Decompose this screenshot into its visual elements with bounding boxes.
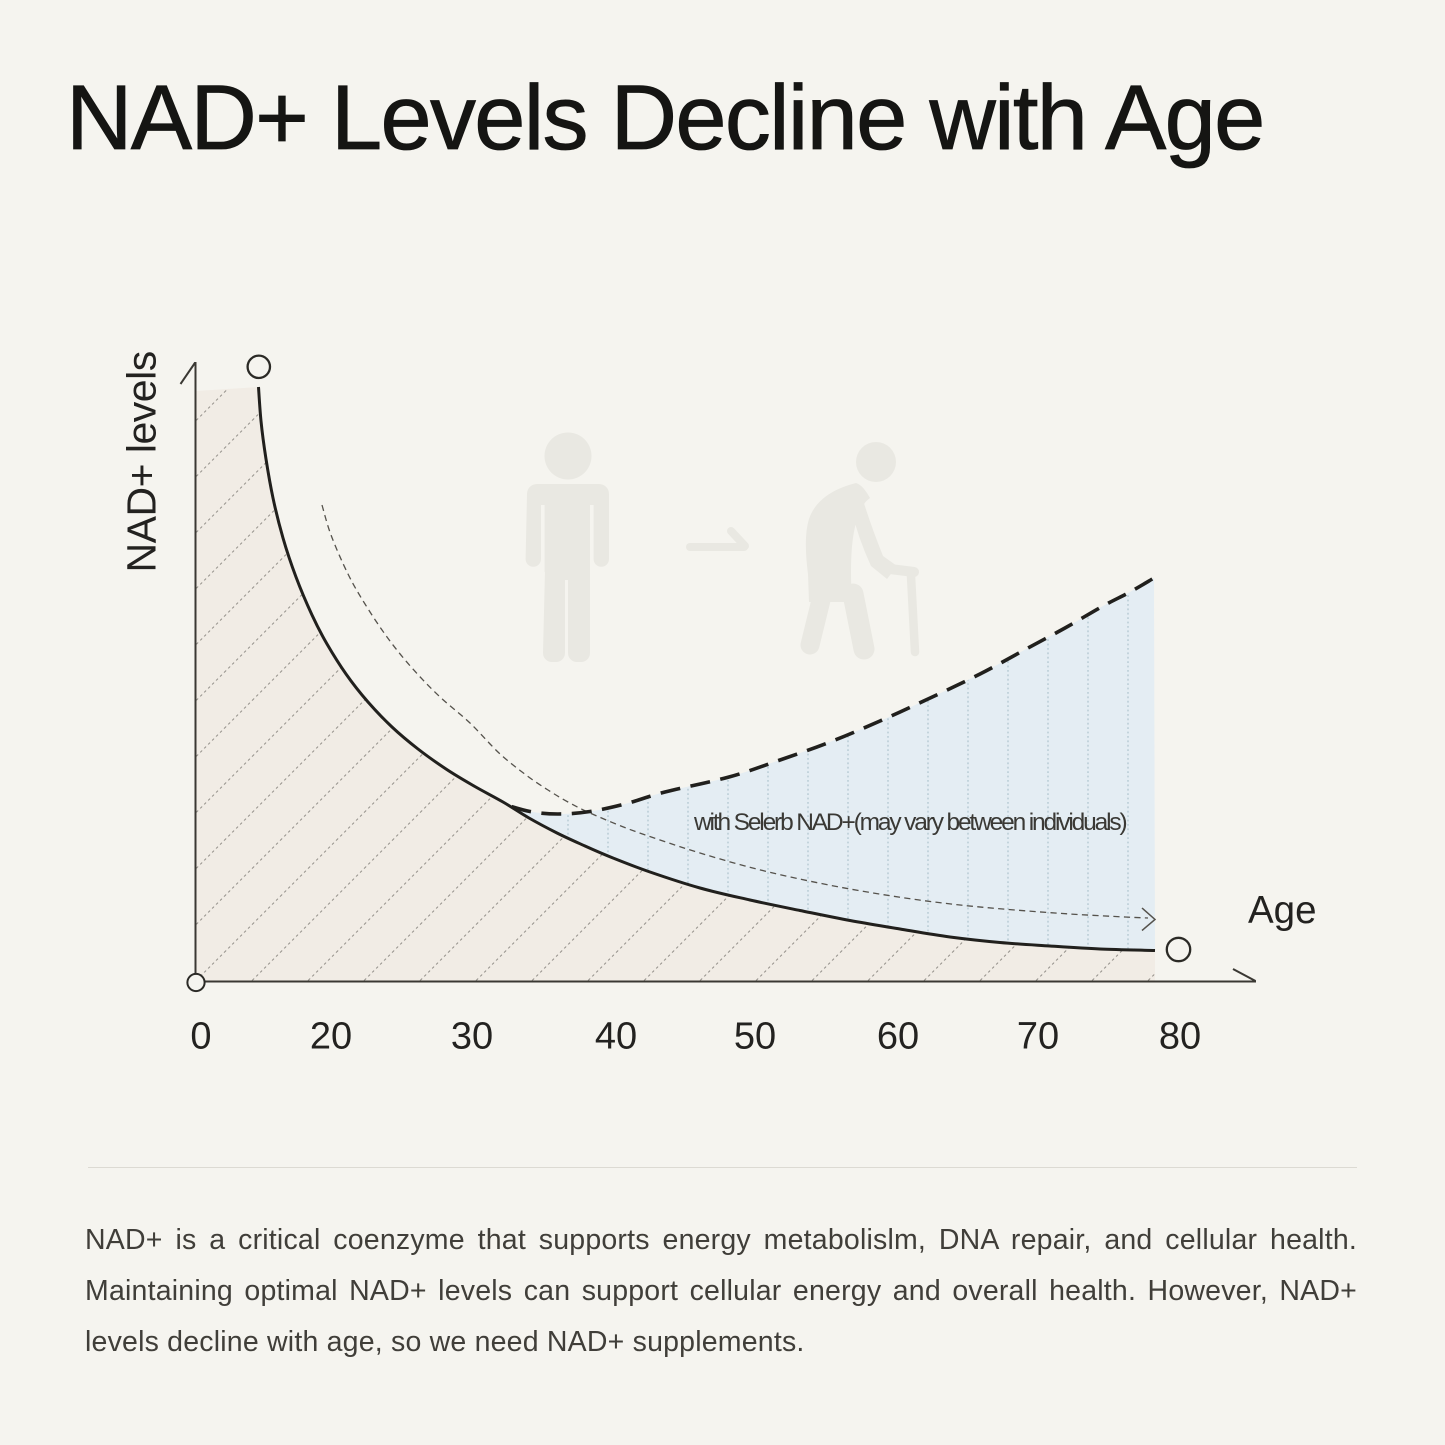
- svg-text:NAD+ levels: NAD+ levels: [119, 351, 165, 572]
- svg-text:0: 0: [190, 1016, 211, 1058]
- svg-text:40: 40: [595, 1016, 637, 1058]
- svg-text:70: 70: [1017, 1016, 1059, 1058]
- svg-text:20: 20: [310, 1016, 352, 1058]
- svg-text:with Selerb NAD+(may vary betw: with Selerb NAD+(may vary between indivi…: [693, 809, 1126, 836]
- svg-text:60: 60: [877, 1016, 919, 1058]
- svg-text:80: 80: [1159, 1016, 1201, 1058]
- svg-text:Age: Age: [1248, 889, 1317, 932]
- svg-text:30: 30: [451, 1016, 493, 1058]
- svg-text:50: 50: [734, 1016, 776, 1058]
